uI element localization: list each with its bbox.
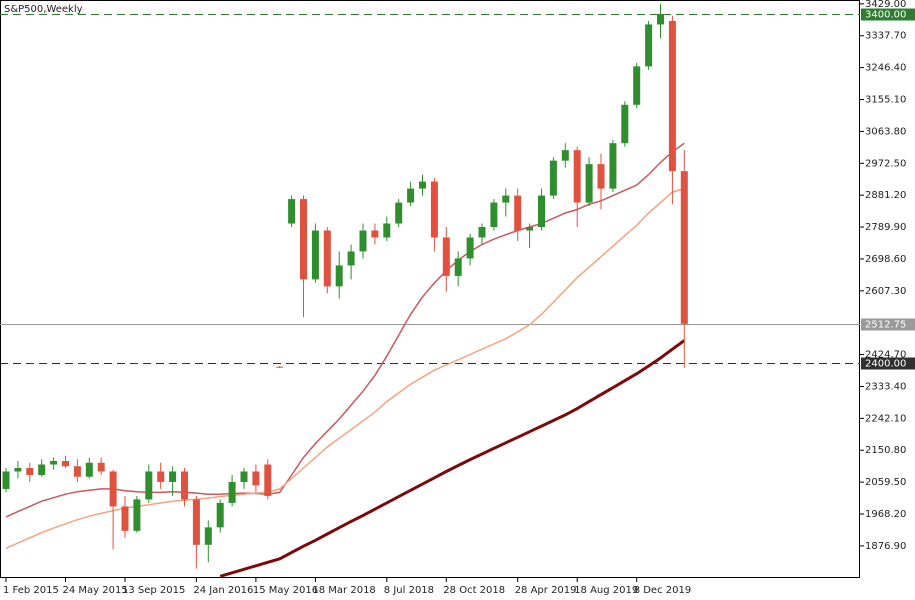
candle-body bbox=[680, 171, 688, 324]
y-tick-label: 2698.60 bbox=[865, 254, 906, 265]
candle-body bbox=[335, 265, 343, 287]
candle-body bbox=[204, 527, 212, 545]
y-tick-label: 2972.50 bbox=[865, 158, 906, 169]
candle-body bbox=[85, 462, 93, 477]
candle-body bbox=[62, 461, 69, 467]
moving-average bbox=[5, 187, 685, 549]
candle-body bbox=[323, 230, 331, 287]
price-level-box bbox=[861, 318, 915, 331]
candle-body bbox=[657, 13, 664, 25]
candle-body bbox=[216, 502, 224, 528]
candle-body bbox=[228, 481, 236, 503]
candle-body bbox=[109, 471, 117, 507]
candle-body bbox=[585, 164, 593, 203]
candle-body bbox=[407, 188, 415, 203]
candle-body bbox=[133, 499, 141, 531]
candle-body bbox=[621, 104, 629, 144]
candle-body bbox=[526, 227, 534, 231]
candle-body bbox=[169, 471, 177, 482]
candle-body bbox=[383, 223, 391, 238]
candle-body bbox=[645, 24, 653, 67]
candle-body bbox=[573, 150, 581, 203]
candle-body bbox=[514, 195, 522, 231]
candle-body bbox=[264, 464, 272, 496]
candle-body bbox=[430, 181, 438, 238]
candle-body bbox=[668, 20, 676, 172]
x-tick-label: 8 Jul 2018 bbox=[384, 585, 434, 596]
candle-body bbox=[181, 471, 188, 500]
candle-body bbox=[2, 471, 10, 489]
candle-body bbox=[276, 366, 284, 368]
candle-body bbox=[73, 466, 81, 477]
candle-body bbox=[549, 160, 557, 196]
candle-body bbox=[419, 181, 426, 189]
chart-title: S&P500,Weekly bbox=[4, 4, 83, 15]
x-tick-label: 24 May 2015 bbox=[63, 585, 128, 596]
y-tick-label: 3155.10 bbox=[865, 94, 906, 105]
y-tick-label: 3063.80 bbox=[865, 126, 906, 137]
y-tick-label: 2059.50 bbox=[865, 477, 906, 488]
y-tick-label: 3429.00 bbox=[865, 0, 906, 10]
candle-body bbox=[538, 195, 545, 228]
price-level-label: 3400.00 bbox=[865, 10, 906, 21]
candle-body bbox=[38, 464, 46, 475]
x-tick-label: 15 May 2016 bbox=[253, 585, 318, 596]
candle-body bbox=[157, 471, 165, 482]
candle-body bbox=[97, 462, 105, 472]
candle-body bbox=[240, 471, 248, 482]
x-tick-label: 28 Oct 2018 bbox=[443, 585, 505, 596]
y-tick-label: 2607.30 bbox=[865, 286, 906, 297]
x-tick-label: 13 Sep 2015 bbox=[122, 585, 185, 596]
candle-body bbox=[490, 202, 498, 228]
candle-body bbox=[50, 461, 58, 465]
candle-body bbox=[145, 471, 153, 500]
candle-body bbox=[454, 258, 462, 276]
x-tick-label: 1 Feb 2015 bbox=[3, 585, 59, 596]
y-tick-label: 2881.20 bbox=[865, 190, 906, 201]
y-tick-label: 1968.20 bbox=[865, 509, 906, 520]
candle-body bbox=[192, 499, 200, 545]
candle-body bbox=[561, 150, 569, 161]
candle-body bbox=[14, 467, 22, 472]
x-tick-label: 18 Mar 2018 bbox=[312, 585, 375, 596]
x-tick-label: 8 Dec 2019 bbox=[634, 585, 692, 596]
candle-body bbox=[395, 202, 403, 224]
candle-body bbox=[359, 230, 367, 252]
y-tick-label: 3337.70 bbox=[865, 31, 906, 42]
price-level-label: 2512.75 bbox=[865, 320, 906, 331]
candle-body bbox=[442, 237, 450, 276]
candle-body bbox=[478, 227, 486, 238]
y-tick-label: 2424.70 bbox=[865, 350, 906, 361]
y-tick-label: 2789.90 bbox=[865, 222, 906, 233]
candle-body bbox=[502, 195, 510, 203]
price-level-label: 2400.00 bbox=[865, 359, 906, 370]
y-tick-label: 3246.40 bbox=[865, 63, 906, 74]
y-tick-label: 2333.40 bbox=[865, 381, 906, 392]
candle-body bbox=[633, 66, 641, 105]
candle-body bbox=[300, 199, 307, 280]
candle-body bbox=[371, 230, 379, 238]
moving-average bbox=[219, 339, 686, 578]
candle-body bbox=[597, 164, 605, 189]
candle-body bbox=[311, 230, 319, 280]
x-tick-label: 28 Apr 2019 bbox=[515, 585, 577, 596]
y-tick-label: 2242.10 bbox=[865, 413, 906, 424]
candle-body bbox=[347, 251, 355, 266]
candle-body bbox=[466, 237, 474, 259]
price-level-box bbox=[861, 357, 915, 370]
moving-average bbox=[5, 142, 685, 518]
x-tick-label: 24 Jan 2016 bbox=[193, 585, 253, 596]
candle-body bbox=[288, 199, 296, 224]
candle-body bbox=[121, 506, 129, 531]
x-tick-label: 18 Aug 2019 bbox=[574, 585, 638, 596]
y-tick-label: 2150.80 bbox=[865, 445, 906, 456]
price-level-box bbox=[861, 8, 915, 21]
candle-body bbox=[252, 471, 260, 486]
candle-body bbox=[26, 467, 34, 475]
candle-body bbox=[609, 143, 617, 189]
y-tick-label: 1876.90 bbox=[865, 541, 906, 552]
